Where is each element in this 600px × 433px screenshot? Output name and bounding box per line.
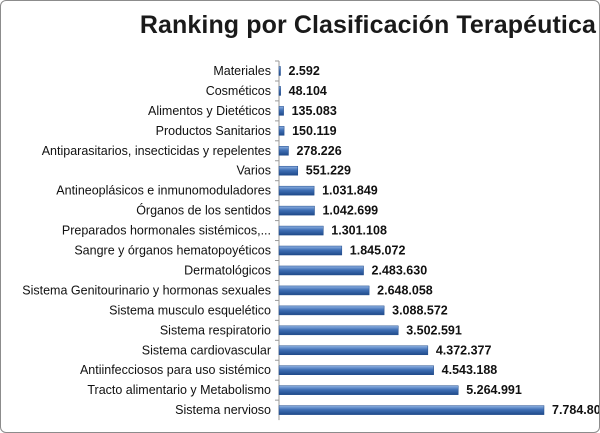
value-label: 3.088.572: [392, 303, 448, 317]
bar: [278, 126, 285, 136]
bar: [278, 245, 343, 256]
value-label: 48.104: [289, 84, 327, 98]
category-label: Cosméticos: [206, 84, 271, 98]
bar: [278, 345, 429, 356]
value-label: 150.119: [292, 124, 337, 138]
category-label: Antiinfecciosos para uso sistémico: [80, 363, 271, 377]
bar: [278, 86, 281, 96]
category-label: Sistema respiratorio: [160, 323, 271, 337]
category-label: Órganos de los sentidos: [136, 203, 271, 218]
bar: [278, 185, 315, 196]
bar: [278, 146, 289, 156]
value-label: 4.543.188: [442, 363, 498, 377]
value-label: 1.042.699: [322, 204, 378, 218]
bar: [278, 165, 299, 176]
value-label: 1.845.072: [350, 244, 406, 258]
category-label: Sistema nervioso: [175, 403, 271, 417]
category-label: Sangre y órganos hematopoyéticos: [74, 244, 271, 258]
category-label: Sistema Genitourinario y hormonas sexual…: [22, 283, 271, 297]
category-label: Alimentos y Dietéticos: [148, 104, 271, 118]
value-label: 4.372.377: [436, 343, 492, 357]
value-label: 135.083: [292, 104, 337, 118]
category-label: Materiales: [213, 64, 271, 78]
category-label: Preparados hormonales sistémicos,...: [62, 224, 271, 238]
bar: [278, 385, 459, 395]
bar: [278, 106, 284, 116]
category-label: Sistema cardiovascular: [142, 343, 271, 357]
value-label: 3.502.591: [406, 323, 462, 337]
category-label: Sistema musculo esquelético: [109, 303, 271, 317]
value-label: 551.229: [306, 164, 351, 178]
bar: [278, 205, 315, 216]
bar: [278, 66, 281, 76]
value-label: 2.483.630: [372, 263, 428, 277]
value-label: 7.784.800: [552, 403, 599, 417]
category-label: Productos Sanitarios: [156, 124, 271, 138]
chart-marks: Materiales 2.592 Cosméticos 48.104 Alimentos…: [22, 60, 599, 417]
value-label: 2.592: [289, 64, 320, 78]
value-label: 1.301.108: [331, 224, 387, 238]
bar: [278, 325, 399, 336]
category-label: Tracto alimentario y Metabolismo: [87, 383, 271, 397]
value-label: 1.031.849: [322, 184, 378, 198]
value-label: 5.264.991: [466, 383, 522, 397]
category-label: Dermatológicos: [184, 263, 271, 277]
bar: [278, 265, 364, 276]
bar: [278, 285, 370, 296]
bar: [278, 405, 545, 415]
chart-title: Ranking por Clasificación Terapéutica: [139, 11, 596, 39]
category-label: Antineoplásicos e inmunomoduladores: [56, 184, 271, 198]
bar: [278, 225, 324, 236]
bar: [278, 365, 434, 375]
value-label: 2.648.058: [377, 283, 433, 297]
category-label: Varios: [236, 164, 271, 178]
category-label: Antiparasitarios, insecticidas y repelen…: [42, 144, 271, 158]
value-label: 278.226: [296, 144, 341, 158]
bar: [278, 305, 385, 316]
